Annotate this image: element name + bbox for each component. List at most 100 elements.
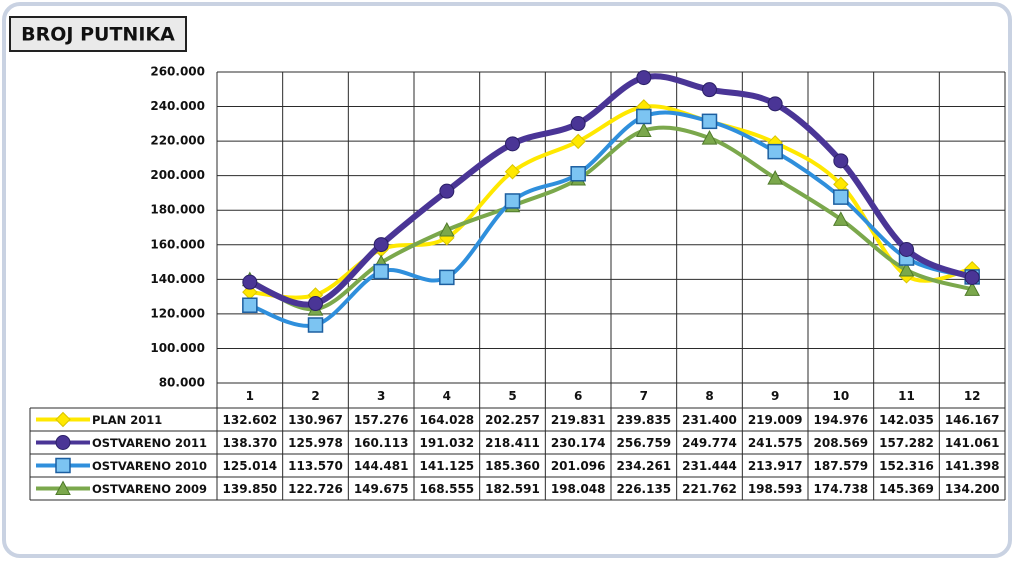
title-box — [9, 16, 187, 52]
table-cell: 187.579 — [814, 459, 869, 473]
point — [439, 183, 455, 199]
point — [636, 70, 652, 86]
point — [438, 221, 455, 237]
point — [55, 435, 71, 450]
x-tick-label: 12 — [964, 389, 981, 403]
table-cell: 201.096 — [551, 459, 606, 473]
table-cell: 138.370 — [223, 436, 278, 450]
table-cell: 134.200 — [945, 482, 1000, 496]
table-cell: 230.174 — [551, 436, 606, 450]
table-cell: 113.570 — [288, 459, 343, 473]
x-tick-label: 10 — [832, 389, 849, 403]
point — [373, 237, 389, 253]
point — [702, 82, 717, 98]
point — [307, 317, 324, 333]
legend-label: OSTVARENO 2011 — [92, 436, 207, 450]
table-cell: 132.602 — [223, 413, 278, 427]
table-cell: 174.738 — [814, 482, 869, 496]
table-cell: 182.591 — [485, 482, 540, 496]
table-cell: 146.167 — [945, 413, 1000, 427]
point — [504, 164, 521, 180]
y-tick-label: 100.000 — [150, 341, 205, 355]
y-tick-label: 240.000 — [150, 99, 205, 113]
table-cell: 198.593 — [748, 482, 803, 496]
point — [55, 411, 71, 428]
y-tick-label: 260.000 — [150, 65, 205, 79]
point — [308, 296, 323, 312]
table-cell: 152.316 — [879, 459, 934, 473]
table-cell: 125.978 — [288, 436, 343, 450]
point — [504, 193, 521, 209]
table-cell: 141.398 — [945, 459, 1000, 473]
x-tick-label: 7 — [640, 389, 648, 403]
series-line — [248, 125, 973, 312]
point — [701, 113, 718, 130]
point — [570, 116, 586, 132]
table-cell: 198.048 — [551, 482, 606, 496]
table-cell: 164.028 — [420, 413, 475, 427]
table-cell: 218.411 — [485, 436, 540, 450]
x-tick-label: 2 — [311, 389, 319, 403]
table-cell: 141.125 — [420, 459, 475, 473]
table-cell: 145.369 — [879, 482, 934, 496]
point — [767, 170, 784, 185]
x-tick-label: 5 — [508, 389, 516, 403]
table-cell: 239.835 — [617, 413, 672, 427]
point — [964, 281, 981, 296]
point — [55, 457, 71, 474]
y-tick-label: 80.000 — [159, 376, 205, 390]
y-tick-label: 160.000 — [150, 237, 205, 251]
point — [767, 143, 783, 160]
table-cell: 185.360 — [485, 459, 540, 473]
table-cell: 149.675 — [354, 482, 409, 496]
point — [636, 108, 652, 125]
table-cell: 213.917 — [748, 459, 803, 473]
point — [964, 270, 980, 286]
table-cell: 202.257 — [485, 413, 540, 427]
chart-title: BROJ PUTNIKA — [21, 24, 175, 46]
y-tick-label: 120.000 — [150, 306, 205, 320]
x-tick-label: 6 — [574, 389, 582, 403]
point — [635, 122, 652, 138]
y-tick-label: 140.000 — [150, 272, 205, 286]
table-cell: 234.261 — [617, 459, 672, 473]
y-tick-label: 180.000 — [150, 203, 205, 217]
table-cell: 256.759 — [617, 436, 672, 450]
x-tick-label: 1 — [246, 389, 254, 403]
x-tick-label: 11 — [898, 389, 915, 403]
table-cell: 144.481 — [354, 459, 409, 473]
y-tick-label: 220.000 — [150, 134, 205, 148]
point — [899, 241, 914, 257]
point — [898, 262, 915, 277]
table-cell: 130.967 — [288, 413, 343, 427]
point — [55, 480, 71, 495]
point — [833, 153, 849, 169]
point — [767, 96, 783, 112]
x-tick-label: 8 — [705, 389, 713, 403]
table-cell: 160.113 — [354, 436, 409, 450]
point — [373, 263, 389, 280]
table-cell: 194.976 — [814, 413, 869, 427]
table-cell: 191.032 — [420, 436, 475, 450]
point — [570, 133, 586, 150]
point — [242, 297, 258, 313]
table-cell: 219.009 — [748, 413, 803, 427]
x-tick-label: 4 — [443, 389, 451, 403]
table-cell: 157.282 — [879, 436, 934, 450]
point — [505, 136, 520, 152]
point — [439, 269, 455, 286]
table-cell: 241.575 — [748, 436, 803, 450]
table-cell: 208.569 — [814, 436, 869, 450]
legend-label: OSTVARENO 2009 — [92, 482, 207, 496]
table-cell: 139.850 — [223, 482, 278, 496]
point — [242, 274, 258, 290]
table-cell: 168.555 — [420, 482, 475, 496]
table-cell: 142.035 — [879, 413, 934, 427]
point — [701, 130, 718, 145]
x-tick-label: 3 — [377, 389, 385, 403]
table-cell: 231.400 — [682, 413, 737, 427]
table-cell: 226.135 — [617, 482, 672, 496]
point — [832, 211, 849, 226]
table-cell: 221.762 — [682, 482, 737, 496]
